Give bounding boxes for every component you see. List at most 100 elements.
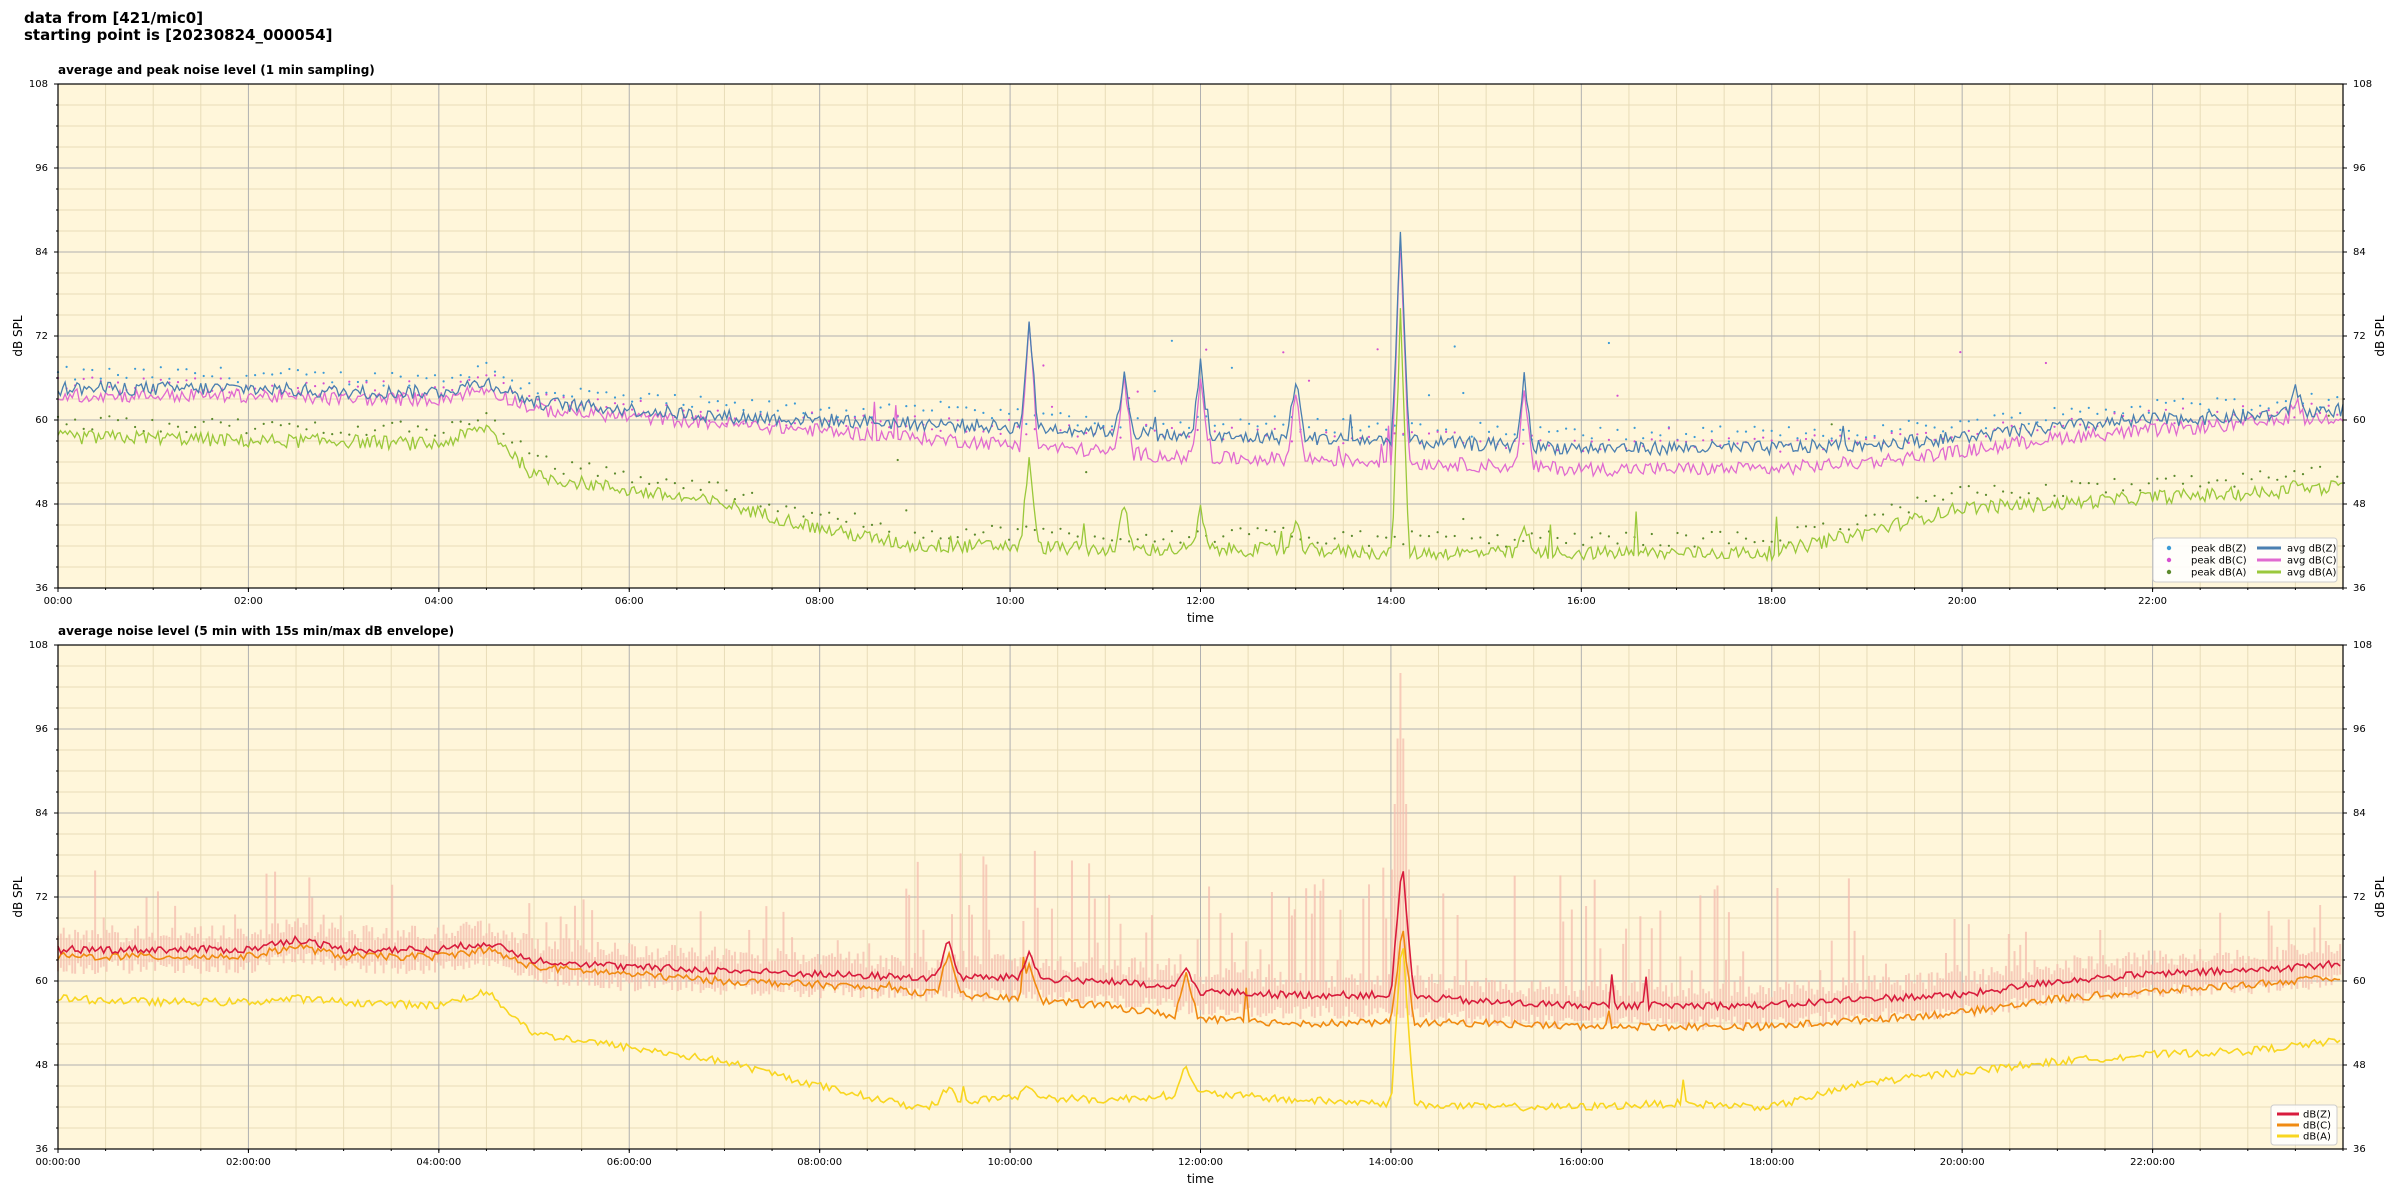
- peak-point: [1188, 536, 1191, 539]
- peak-point: [2002, 490, 2005, 493]
- y-tick-label-right: 36: [2353, 583, 2366, 594]
- peak-point: [1213, 424, 1216, 427]
- peak-point: [185, 379, 188, 382]
- peak-point: [2156, 398, 2159, 402]
- peak-point: [279, 424, 282, 427]
- peak-point: [1162, 422, 1165, 425]
- peak-point: [2002, 421, 2005, 424]
- peak-point: [785, 424, 788, 427]
- peak-point: [1479, 421, 1482, 424]
- peak-point: [116, 373, 120, 377]
- peak-point: [1110, 425, 1114, 428]
- peak-point: [2010, 416, 2013, 419]
- peak-point: [631, 408, 634, 411]
- peak-point: [2259, 470, 2262, 473]
- peak-point: [2062, 494, 2065, 498]
- peak-point: [1522, 428, 1525, 431]
- peak-point: [536, 392, 539, 395]
- peak-point: [862, 407, 865, 411]
- y-tick-label: 108: [29, 79, 48, 90]
- peak-point: [2027, 492, 2030, 495]
- peak-point: [905, 509, 908, 512]
- peak-point: [2010, 424, 2013, 427]
- peak-point: [1513, 433, 1516, 436]
- peak-point: [1539, 426, 1542, 429]
- peak-point: [2250, 408, 2253, 411]
- peak-point: [382, 424, 385, 427]
- peak-point: [391, 421, 394, 424]
- panel-title: average noise level (5 min with 15s min/…: [58, 624, 454, 638]
- legend-label: peak dB(A): [2191, 568, 2247, 579]
- peak-point: [1050, 405, 1054, 408]
- peak-point: [2181, 407, 2185, 410]
- peak-point: [1590, 437, 1593, 440]
- peak-point: [1933, 426, 1936, 429]
- peak-point: [999, 432, 1002, 435]
- peak-point: [91, 376, 94, 379]
- peak-point: [339, 431, 342, 434]
- peak-point: [699, 488, 702, 491]
- peak-point: [802, 515, 805, 518]
- y-tick-label-right: 48: [2353, 499, 2366, 510]
- peak-point: [382, 380, 385, 383]
- peak-point: [819, 513, 822, 516]
- peak-point: [545, 455, 548, 458]
- peak-point: [1119, 538, 1122, 541]
- peak-point: [2044, 361, 2047, 365]
- peak-point: [2276, 411, 2279, 414]
- peak-point: [236, 381, 239, 384]
- peak-point: [322, 431, 325, 434]
- peak-point: [699, 410, 702, 413]
- x-tick-label: 20:00:00: [1940, 1157, 1985, 1168]
- peak-point: [2224, 398, 2227, 401]
- peak-point: [913, 531, 917, 534]
- peak-point: [82, 368, 85, 371]
- peak-point: [562, 472, 565, 475]
- peak-point: [1410, 530, 1413, 533]
- peak-point: [1385, 536, 1388, 539]
- peak-point: [82, 377, 85, 380]
- peak-point: [1025, 422, 1028, 426]
- peak-point: [142, 368, 145, 371]
- peak-point: [485, 412, 488, 415]
- peak-point: [1470, 537, 1473, 540]
- peak-point: [1333, 537, 1336, 540]
- peak-point: [2336, 475, 2339, 478]
- peak-point: [930, 530, 934, 533]
- peak-point: [725, 489, 728, 492]
- peak-point: [399, 420, 402, 423]
- peak-point: [416, 394, 419, 397]
- peak-point: [1196, 428, 1199, 432]
- peak-point: [1744, 537, 1748, 540]
- peak-point: [1650, 532, 1653, 536]
- peak-point: [348, 380, 351, 383]
- peak-point: [1882, 513, 1885, 516]
- series-peakdba: [56, 412, 2339, 548]
- legend-label: dB(Z): [2303, 1110, 2331, 1121]
- peak-point: [1873, 436, 1876, 439]
- x-tick-label: 04:00: [424, 596, 453, 607]
- peak-point: [1779, 539, 1782, 542]
- peak-point: [1907, 419, 1910, 422]
- peak-point: [1667, 544, 1670, 547]
- legend-label: peak dB(Z): [2191, 544, 2247, 555]
- peak-point: [1376, 348, 1379, 351]
- peak-point: [2259, 404, 2262, 407]
- legend-marker: [2166, 545, 2172, 551]
- peak-point: [1282, 351, 1285, 354]
- peak-point: [2310, 392, 2313, 395]
- peak-point: [1068, 415, 1071, 418]
- peak-point: [759, 410, 762, 413]
- peak-point: [1393, 535, 1396, 538]
- peak-point: [536, 398, 539, 401]
- peak-point: [596, 398, 599, 401]
- peak-point: [1333, 435, 1336, 438]
- peak-point: [545, 391, 548, 394]
- peak-point: [1753, 541, 1756, 544]
- top-chart-panel: 36 36 48 48 60 60 72 72 84 84 96 96 108 108 00:00 02:00…: [11, 63, 2387, 625]
- peak-point: [699, 395, 702, 398]
- peak-point: [1290, 440, 1293, 443]
- peak-point: [802, 412, 805, 415]
- peak-point: [1367, 425, 1371, 428]
- peak-point: [1342, 418, 1345, 421]
